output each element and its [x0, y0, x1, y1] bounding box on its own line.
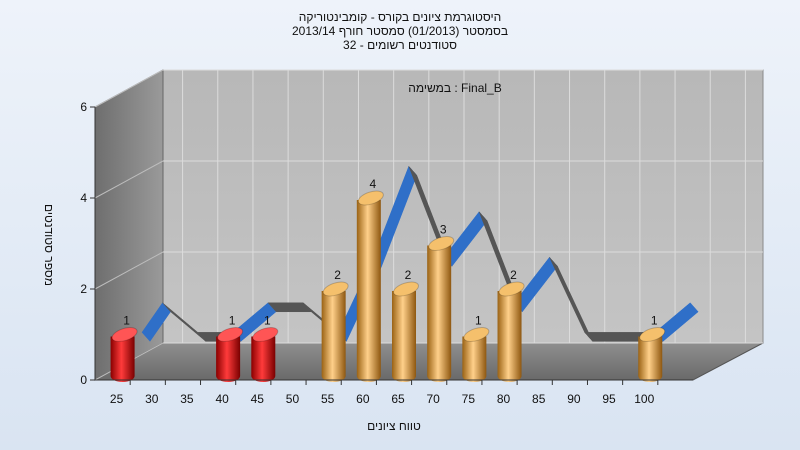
- bar-45: [251, 327, 279, 383]
- bar-top-55: [322, 281, 349, 297]
- bar-55: [321, 281, 349, 382]
- x-tick-label-70: 70: [426, 392, 440, 406]
- data-labels: 1 1 1 2 4 2 3 1 2 1: [123, 177, 658, 328]
- data-label-75: 1: [475, 314, 482, 328]
- x-tick-label-50: 50: [286, 392, 300, 406]
- bar-75: [462, 327, 490, 382]
- bar-body-100: [638, 336, 663, 382]
- bar-body-40: [216, 336, 241, 382]
- grid-side-4: [94, 160, 164, 199]
- title-line-1: היסטוגרמת ציונים בקורס - קומבינטוריקה: [298, 10, 502, 24]
- chart-subtitle: במשימה : Final_B: [408, 81, 502, 95]
- gridlines: [94, 69, 763, 381]
- bar-body-70: [427, 245, 452, 382]
- bar-top-25: [111, 327, 138, 342]
- x-tick-label-30: 30: [145, 392, 159, 406]
- bar-25: [110, 327, 138, 382]
- x-tick-label-65: 65: [391, 392, 405, 406]
- data-label-55: 2: [334, 268, 341, 282]
- bar-body-80: [497, 291, 522, 382]
- bar-65: [392, 281, 420, 382]
- grid-side-2: [94, 251, 164, 290]
- x-tick-label-55: 55: [321, 392, 335, 406]
- x-axis: 25 30 35 40 45 50 55 60 65 70 75 80 85 90 95 100: [95, 379, 693, 406]
- title-line-2: בסמסטר (01/2013) סמסטר חורף 2013/14: [291, 24, 509, 38]
- y-tick-label-6: 6: [80, 100, 87, 114]
- x-tick-label-60: 60: [356, 392, 370, 406]
- bar-top-40: [217, 327, 244, 342]
- x-tick-label-75: 75: [462, 392, 476, 406]
- x-tick-label-45: 45: [251, 392, 265, 406]
- bar-body-25: [110, 336, 135, 382]
- x-tick-label-100: 100: [634, 392, 654, 406]
- title-line-3: 32 - סטודנטים רשומים: [343, 38, 457, 52]
- y-tick-label-4: 4: [80, 191, 87, 205]
- y-tick-label-0: 0: [80, 373, 87, 387]
- bar-top-75: [463, 327, 490, 342]
- data-label-60: 4: [369, 177, 376, 191]
- bar-body-65: [392, 291, 416, 382]
- bars: [110, 190, 666, 383]
- bar-60: [356, 190, 384, 382]
- grid-side-6: [94, 69, 164, 108]
- x-tick-label-35: 35: [180, 392, 194, 406]
- data-label-40: 1: [229, 314, 236, 328]
- x-tick-label-40: 40: [215, 392, 229, 406]
- bar-40: [216, 327, 244, 382]
- data-label-100: 1: [651, 314, 658, 328]
- x-tick-label-80: 80: [497, 392, 511, 406]
- bar-100: [638, 327, 666, 382]
- y-axis: 0 2 4 6: [80, 100, 96, 387]
- bar-body-55: [321, 291, 346, 382]
- y-tick-label-2: 2: [80, 282, 87, 296]
- y-axis-title: מספר סטודנטים: [42, 204, 56, 286]
- data-label-80: 2: [510, 268, 517, 282]
- bar-top-80: [498, 281, 525, 297]
- bar-80: [497, 281, 525, 382]
- bar-body-75: [462, 336, 487, 382]
- data-label-65: 2: [405, 268, 412, 282]
- x-tick-label-85: 85: [532, 392, 546, 406]
- bar-top-65: [392, 281, 420, 297]
- data-label-25: 1: [123, 314, 130, 328]
- data-label-70: 3: [440, 223, 447, 237]
- bar-top-60: [357, 190, 384, 206]
- x-tick-label-95: 95: [602, 392, 616, 406]
- chart-title: היסטוגרמת ציונים בקורס - קומבינטוריקה בס…: [0, 10, 800, 52]
- bar-body-60: [356, 200, 381, 382]
- x-tick-label-25: 25: [110, 392, 124, 406]
- bar-top-45: [252, 327, 279, 342]
- bar-top-100: [639, 327, 666, 342]
- data-label-45: 1: [264, 314, 271, 328]
- bar-70: [427, 236, 455, 382]
- x-tick-label-90: 90: [567, 392, 581, 406]
- x-axis-title: טווח ציונים: [367, 419, 421, 433]
- bar-top-70: [428, 236, 455, 251]
- bar-body-45: [251, 336, 276, 383]
